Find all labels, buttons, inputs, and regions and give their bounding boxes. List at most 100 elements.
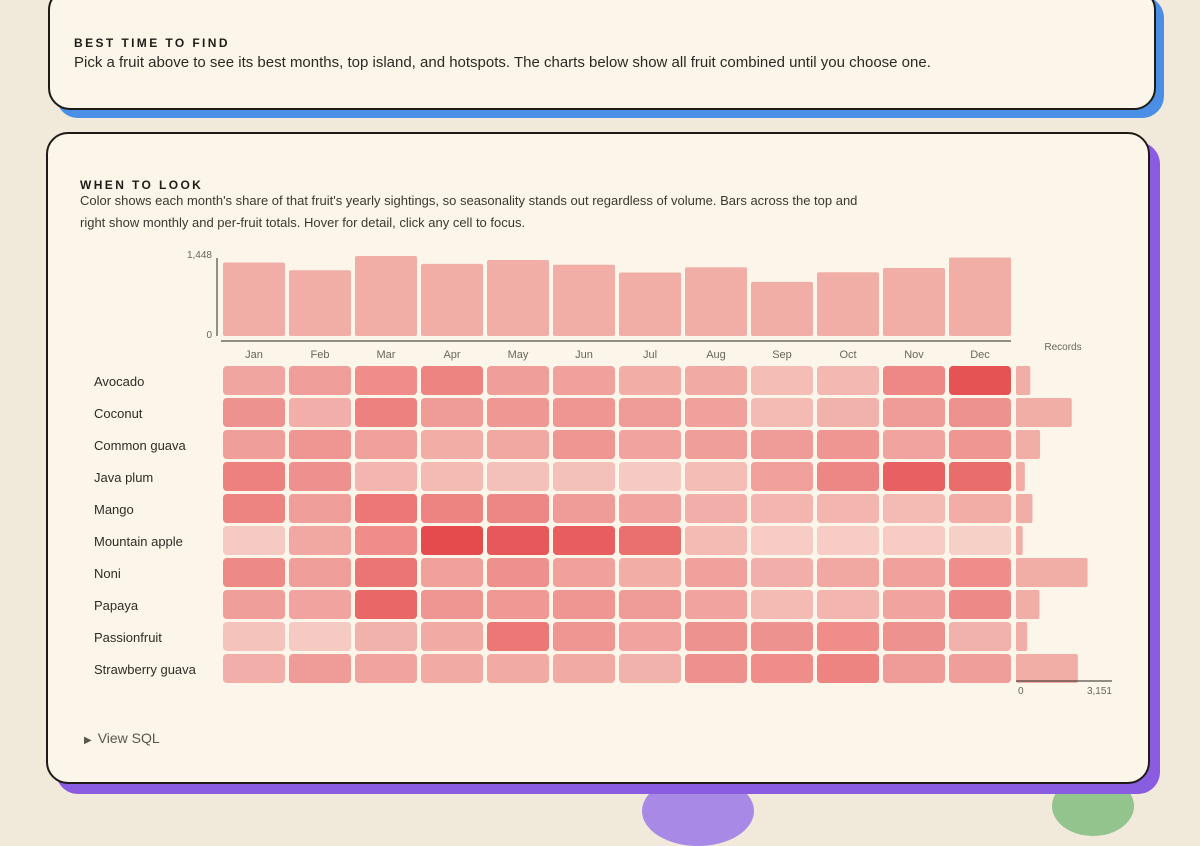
heatmap-cell-java-plum-sep[interactable] xyxy=(751,462,813,491)
heatmap-cell-strawberry-guava-jan[interactable] xyxy=(223,654,285,683)
heatmap-cell-mountain-apple-sep[interactable] xyxy=(751,526,813,555)
heatmap-cell-avocado-feb[interactable] xyxy=(289,366,351,395)
month-total-bar-aug[interactable] xyxy=(685,267,747,336)
heatmap-cell-avocado-mar[interactable] xyxy=(355,366,417,395)
heatmap-cell-java-plum-mar[interactable] xyxy=(355,462,417,491)
heatmap-cell-common-guava-apr[interactable] xyxy=(421,430,483,459)
fruit-total-bar-noni[interactable] xyxy=(1016,558,1088,587)
fruit-label-mountain-apple[interactable]: Mountain apple xyxy=(94,534,183,549)
heatmap-cell-papaya-jul[interactable] xyxy=(619,590,681,619)
heatmap-cell-noni-sep[interactable] xyxy=(751,558,813,587)
heatmap-cell-strawberry-guava-dec[interactable] xyxy=(949,654,1011,683)
heatmap-cell-mountain-apple-nov[interactable] xyxy=(883,526,945,555)
month-total-bar-dec[interactable] xyxy=(949,257,1011,336)
heatmap-cell-common-guava-sep[interactable] xyxy=(751,430,813,459)
heatmap-cell-mango-mar[interactable] xyxy=(355,494,417,523)
heatmap-cell-coconut-feb[interactable] xyxy=(289,398,351,427)
heatmap-cell-noni-may[interactable] xyxy=(487,558,549,587)
heatmap-cell-mango-sep[interactable] xyxy=(751,494,813,523)
fruit-label-noni[interactable]: Noni xyxy=(94,566,121,581)
month-total-bar-may[interactable] xyxy=(487,260,549,336)
heatmap-cell-avocado-sep[interactable] xyxy=(751,366,813,395)
heatmap-cell-mango-feb[interactable] xyxy=(289,494,351,523)
heatmap-cell-strawberry-guava-jul[interactable] xyxy=(619,654,681,683)
heatmap-cell-mountain-apple-mar[interactable] xyxy=(355,526,417,555)
month-total-bar-apr[interactable] xyxy=(421,263,483,336)
heatmap-cell-coconut-mar[interactable] xyxy=(355,398,417,427)
fruit-label-avocado[interactable]: Avocado xyxy=(94,374,144,389)
heatmap-cell-strawberry-guava-aug[interactable] xyxy=(685,654,747,683)
heatmap-cell-java-plum-oct[interactable] xyxy=(817,462,879,491)
heatmap-cell-mango-jul[interactable] xyxy=(619,494,681,523)
heatmap-cell-noni-feb[interactable] xyxy=(289,558,351,587)
heatmap-cell-mango-jun[interactable] xyxy=(553,494,615,523)
fruit-total-bar-papaya[interactable] xyxy=(1016,590,1040,619)
heatmap-cell-java-plum-nov[interactable] xyxy=(883,462,945,491)
heatmap-cell-common-guava-nov[interactable] xyxy=(883,430,945,459)
fruit-total-bar-mango[interactable] xyxy=(1016,494,1033,523)
heatmap-cell-noni-aug[interactable] xyxy=(685,558,747,587)
heatmap-cell-mountain-apple-may[interactable] xyxy=(487,526,549,555)
heatmap-cell-passionfruit-aug[interactable] xyxy=(685,622,747,651)
heatmap-cell-java-plum-dec[interactable] xyxy=(949,462,1011,491)
heatmap-cell-mountain-apple-dec[interactable] xyxy=(949,526,1011,555)
heatmap-cell-mountain-apple-feb[interactable] xyxy=(289,526,351,555)
heatmap-cell-mountain-apple-oct[interactable] xyxy=(817,526,879,555)
heatmap-cell-avocado-may[interactable] xyxy=(487,366,549,395)
heatmap-cell-java-plum-jul[interactable] xyxy=(619,462,681,491)
heatmap-cell-noni-dec[interactable] xyxy=(949,558,1011,587)
heatmap-cell-avocado-jul[interactable] xyxy=(619,366,681,395)
heatmap-cell-strawberry-guava-oct[interactable] xyxy=(817,654,879,683)
heatmap-cell-coconut-oct[interactable] xyxy=(817,398,879,427)
heatmap-cell-coconut-jan[interactable] xyxy=(223,398,285,427)
heatmap-cell-java-plum-jun[interactable] xyxy=(553,462,615,491)
fruit-label-passionfruit[interactable]: Passionfruit xyxy=(94,630,162,645)
heatmap-cell-coconut-may[interactable] xyxy=(487,398,549,427)
heatmap-cell-noni-jul[interactable] xyxy=(619,558,681,587)
heatmap-cell-coconut-dec[interactable] xyxy=(949,398,1011,427)
heatmap-cell-java-plum-may[interactable] xyxy=(487,462,549,491)
heatmap-cell-mango-may[interactable] xyxy=(487,494,549,523)
heatmap-cell-coconut-apr[interactable] xyxy=(421,398,483,427)
heatmap-cell-passionfruit-feb[interactable] xyxy=(289,622,351,651)
fruit-total-bar-coconut[interactable] xyxy=(1016,398,1072,427)
heatmap-cell-noni-jan[interactable] xyxy=(223,558,285,587)
heatmap-cell-avocado-apr[interactable] xyxy=(421,366,483,395)
heatmap-cell-papaya-may[interactable] xyxy=(487,590,549,619)
heatmap-cell-passionfruit-mar[interactable] xyxy=(355,622,417,651)
heatmap-cell-papaya-sep[interactable] xyxy=(751,590,813,619)
heatmap-cell-coconut-aug[interactable] xyxy=(685,398,747,427)
heatmap-cell-mountain-apple-aug[interactable] xyxy=(685,526,747,555)
heatmap-cell-papaya-jun[interactable] xyxy=(553,590,615,619)
heatmap-cell-strawberry-guava-sep[interactable] xyxy=(751,654,813,683)
heatmap-cell-strawberry-guava-may[interactable] xyxy=(487,654,549,683)
fruit-total-bar-passionfruit[interactable] xyxy=(1016,622,1028,651)
fruit-total-bar-java-plum[interactable] xyxy=(1016,462,1025,491)
heatmap-cell-mango-dec[interactable] xyxy=(949,494,1011,523)
heatmap-cell-avocado-jan[interactable] xyxy=(223,366,285,395)
month-total-bar-oct[interactable] xyxy=(817,272,879,336)
heatmap-cell-avocado-nov[interactable] xyxy=(883,366,945,395)
month-total-bar-jun[interactable] xyxy=(553,264,615,336)
heatmap-cell-noni-jun[interactable] xyxy=(553,558,615,587)
month-total-bar-jul[interactable] xyxy=(619,272,681,336)
heatmap-cell-strawberry-guava-feb[interactable] xyxy=(289,654,351,683)
heatmap-cell-papaya-aug[interactable] xyxy=(685,590,747,619)
heatmap-cell-common-guava-jan[interactable] xyxy=(223,430,285,459)
month-total-bar-mar[interactable] xyxy=(355,256,417,336)
heatmap-cell-avocado-oct[interactable] xyxy=(817,366,879,395)
heatmap-cell-common-guava-jun[interactable] xyxy=(553,430,615,459)
heatmap-cell-papaya-dec[interactable] xyxy=(949,590,1011,619)
heatmap-cell-mango-aug[interactable] xyxy=(685,494,747,523)
heatmap-cell-common-guava-may[interactable] xyxy=(487,430,549,459)
heatmap-cell-papaya-jan[interactable] xyxy=(223,590,285,619)
heatmap-cell-noni-mar[interactable] xyxy=(355,558,417,587)
heatmap-cell-strawberry-guava-mar[interactable] xyxy=(355,654,417,683)
heatmap-cell-passionfruit-jan[interactable] xyxy=(223,622,285,651)
heatmap-cell-coconut-jun[interactable] xyxy=(553,398,615,427)
heatmap-cell-noni-apr[interactable] xyxy=(421,558,483,587)
heatmap-cell-strawberry-guava-nov[interactable] xyxy=(883,654,945,683)
heatmap-cell-avocado-jun[interactable] xyxy=(553,366,615,395)
heatmap-cell-coconut-nov[interactable] xyxy=(883,398,945,427)
fruit-total-bar-avocado[interactable] xyxy=(1016,366,1031,395)
